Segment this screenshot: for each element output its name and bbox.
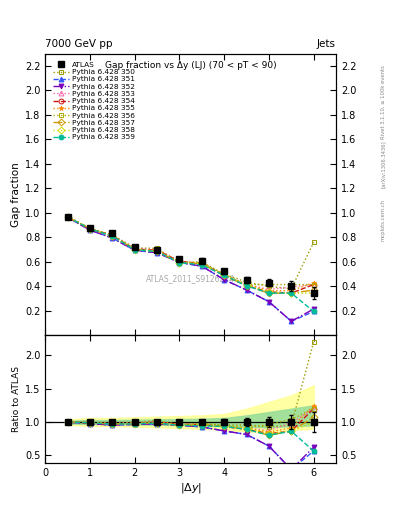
Text: mcplots.cern.ch: mcplots.cern.ch (381, 199, 386, 241)
X-axis label: $|\Delta y|$: $|\Delta y|$ (180, 481, 202, 495)
Y-axis label: Ratio to ATLAS: Ratio to ATLAS (12, 367, 21, 432)
Text: [arXiv:1306.3436]: [arXiv:1306.3436] (381, 140, 386, 188)
Text: Gap fraction vs Δy (LJ) (70 < pT < 90): Gap fraction vs Δy (LJ) (70 < pT < 90) (105, 61, 276, 70)
Text: Rivet 3.1.10, ≥ 100k events: Rivet 3.1.10, ≥ 100k events (381, 66, 386, 139)
Text: ATLAS_2011_S9126244: ATLAS_2011_S9126244 (146, 274, 235, 284)
Y-axis label: Gap fraction: Gap fraction (11, 162, 21, 227)
Legend: ATLAS, Pythia 6.428 350, Pythia 6.428 351, Pythia 6.428 352, Pythia 6.428 353, P: ATLAS, Pythia 6.428 350, Pythia 6.428 35… (52, 60, 137, 142)
Text: 7000 GeV pp: 7000 GeV pp (45, 38, 113, 49)
Text: Jets: Jets (317, 38, 336, 49)
